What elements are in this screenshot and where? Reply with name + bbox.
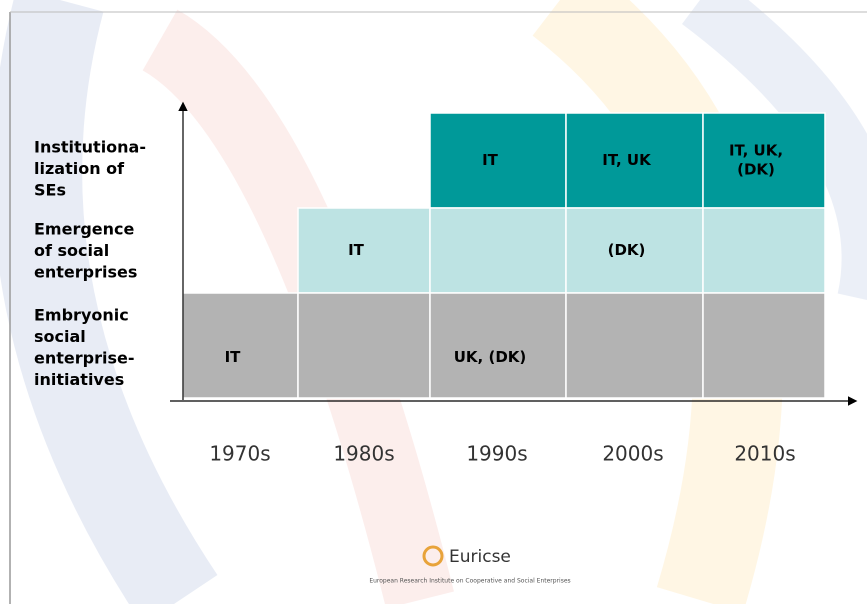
level-label: Emergence xyxy=(34,220,135,239)
cell-text: IT xyxy=(348,241,365,259)
cell-text: (DK) xyxy=(737,161,775,179)
column-label: 1990s xyxy=(466,442,527,466)
cell xyxy=(703,208,825,293)
cell xyxy=(298,293,430,398)
cell-text: IT xyxy=(482,151,499,169)
cell xyxy=(183,293,298,398)
cell-text: IT, UK xyxy=(602,151,652,169)
level-label: social xyxy=(34,327,86,346)
cell xyxy=(298,208,430,293)
level-label: Embryonic xyxy=(34,306,129,325)
logo-subtitle: European Research Institute on Cooperati… xyxy=(369,578,570,585)
level-label: lization of xyxy=(34,159,125,178)
cell xyxy=(430,208,566,293)
level-label: Institutiona- xyxy=(34,138,146,157)
cell-text: UK, (DK) xyxy=(454,348,527,366)
level-label: of social xyxy=(34,241,109,260)
level-label: SEs xyxy=(34,181,66,200)
column-label: 1980s xyxy=(333,442,394,466)
cell xyxy=(566,293,703,398)
level-label: enterprises xyxy=(34,263,137,282)
column-label: 2010s xyxy=(734,442,795,466)
cell-text: IT, UK, xyxy=(729,142,783,160)
cell xyxy=(430,113,566,208)
cell-text: IT xyxy=(225,348,242,366)
level-label: initiatives xyxy=(34,370,124,389)
cell xyxy=(703,293,825,398)
logo-name: Euricse xyxy=(449,547,511,567)
level-label: enterprise- xyxy=(34,349,134,368)
cell xyxy=(430,293,566,398)
column-label: 2000s xyxy=(602,442,663,466)
cell-text: (DK) xyxy=(608,241,646,259)
slide: Euricse European Research Institute on C… xyxy=(0,0,867,604)
column-label: 1970s xyxy=(209,442,270,466)
